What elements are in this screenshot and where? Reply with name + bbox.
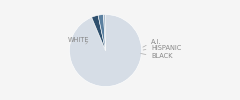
Text: HISPANIC: HISPANIC (143, 46, 182, 52)
Wedge shape (98, 15, 106, 50)
Text: A.I.: A.I. (143, 40, 162, 47)
Text: WHITE: WHITE (68, 38, 90, 44)
Wedge shape (70, 14, 142, 86)
Wedge shape (103, 14, 106, 50)
Text: BLACK: BLACK (141, 52, 173, 58)
Wedge shape (92, 15, 106, 50)
